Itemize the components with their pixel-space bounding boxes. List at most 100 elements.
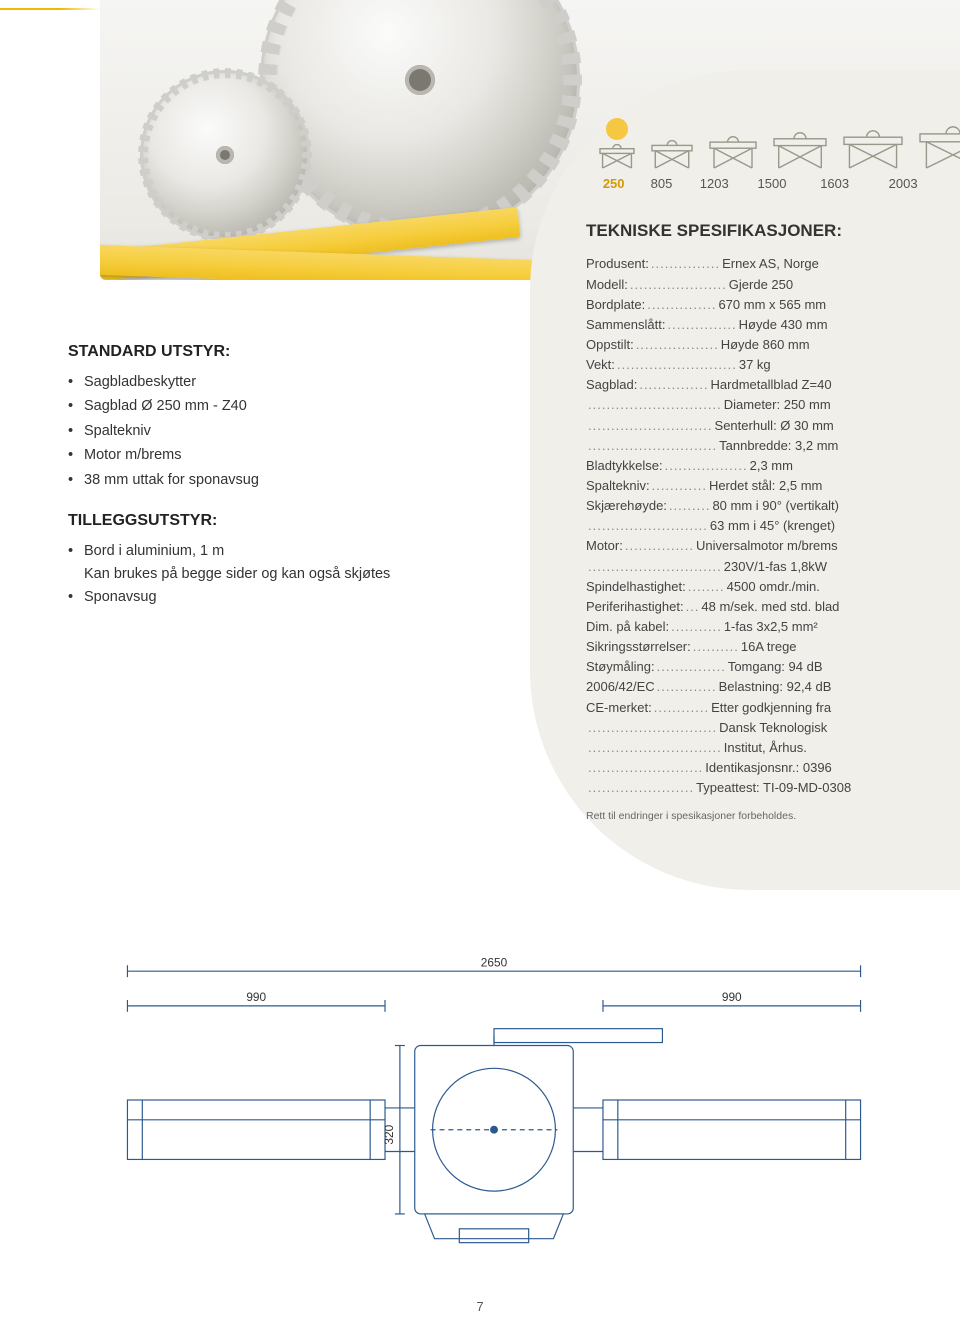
spec-row: Produsent:...............Ernex AS, Norge [586,254,932,274]
spec-label: Vekt: [586,355,615,375]
list-item: Spaltekniv [68,420,468,442]
spec-label: Bordplate: [586,295,645,315]
spec-row: .............................230V/1-fas … [586,557,932,577]
spec-row: .......................Typeattest: TI-09… [586,778,932,798]
spec-label: Spindelhastighet: [586,577,686,597]
spec-row: ............................Dansk Teknol… [586,718,932,738]
list-item: Sponavsug [68,586,468,608]
spec-label: Skjærehøyde: [586,496,667,516]
spec-panel: 2508051203150016032003 TEKNISKE SPESIFIK… [530,70,960,890]
spec-value: Belastning: 92,4 dB [719,677,832,697]
spec-row: 2006/42/EC.............Belastning: 92,4 … [586,677,932,697]
spec-value: Dansk Teknologisk [719,718,827,738]
spec-value: 48 m/sek. med std. blad [701,597,839,617]
spec-row: Bladtykkelse:..................2,3 mm [586,456,932,476]
spec-value: 16A trege [741,637,797,657]
spec-value: 670 mm x 565 mm [718,295,826,315]
left-column: STANDARD UTSTYR: SagbladbeskytterSagblad… [68,340,468,610]
list-item: Sagbladbeskytter [68,371,468,393]
spec-label: Produsent: [586,254,649,274]
spec-row: Oppstilt:..................Høyde 860 mm [586,335,932,355]
spec-row: Spaltekniv:............Herdet stål: 2,5 … [586,476,932,496]
spec-label: Modell: [586,275,628,295]
spec-label: Bladtykkelse: [586,456,663,476]
accessories-list: Bord i aluminium, 1 mKan brukes på begge… [68,540,468,608]
spec-label: Oppstilt: [586,335,634,355]
hero-accent-line [0,8,100,10]
spec-label: Dim. på kabel: [586,617,669,637]
size-icon [598,118,636,170]
spec-label: Sikringsstørrelser: [586,637,691,657]
list-item: Motor m/brems [68,444,468,466]
spec-row: Sammenslått:...............Høyde 430 mm [586,315,932,335]
spec-value: Etter godkjenning fra [711,698,831,718]
size-label: 1500 [749,174,795,194]
spec-value: Tannbredde: 3,2 mm [719,436,838,456]
spec-value: 80 mm i 90° (vertikalt) [712,496,839,516]
spec-row: Motor:...............Universalmotor m/br… [586,536,932,556]
size-label: 805 [643,174,679,194]
spec-value: Senterhull: Ø 30 mm [715,416,834,436]
spec-row: Dim. på kabel:...........1-fas 3x2,5 mm² [586,617,932,637]
spec-value: 1-fas 3x2,5 mm² [724,617,818,637]
size-icon [708,110,758,170]
spec-value: Ernex AS, Norge [722,254,819,274]
spec-label: 2006/42/EC [586,677,655,697]
spec-row: Vekt:..........................37 kg [586,355,932,375]
spec-row: Modell:.....................Gjerde 250 [586,275,932,295]
spec-label: Spaltekniv: [586,476,650,496]
spec-label: CE-merket: [586,698,652,718]
spec-label: Sagblad: [586,375,637,395]
spec-value: Institut, Århus. [724,738,807,758]
standard-equipment-list: SagbladbeskytterSagblad Ø 250 mm - Z40Sp… [68,371,468,491]
spec-row: .........................Identikasjonsnr… [586,758,932,778]
spec-row: Skjærehøyde:.........80 mm i 90° (vertik… [586,496,932,516]
spec-value: 230V/1-fas 1,8kW [724,557,827,577]
spec-row: Spindelhastighet:........4500 omdr./min. [586,577,932,597]
page-number: 7 [476,1299,483,1314]
list-item-sub: Kan brukes på begge sider og kan også sk… [68,563,468,585]
spec-row: .............................Diameter: 2… [586,395,932,415]
svg-text:990: 990 [246,990,266,1004]
spec-value: 2,3 mm [750,456,793,476]
size-labels: 2508051203150016032003 [598,174,932,194]
spec-row: Sagblad:...............Hardmetallblad Z=… [586,375,932,395]
spec-value: Tomgang: 94 dB [728,657,823,677]
size-icon [918,100,960,170]
spec-footnote: Rett til endringer i spesikasjoner forbe… [586,808,932,824]
spec-value: 4500 omdr./min. [727,577,820,597]
spec-row: Sikringsstørrelser:..........16A trege [586,637,932,657]
spec-value: 63 mm i 45° (krenget) [710,516,835,536]
list-item: Bord i aluminium, 1 m [68,540,468,562]
spec-value: Høyde 860 mm [721,335,810,355]
spec-row: CE-merket:............Etter godkjenning … [586,698,932,718]
size-label: 2003 [874,174,932,194]
technical-drawing: 2650 990 990 320 [68,950,920,1250]
size-icon-row [598,100,932,170]
list-item: 38 mm uttak for sponavsug [68,469,468,491]
spec-title: TEKNISKE SPESIFIKASJONER: [586,218,932,244]
spec-value: Typeattest: TI-09-MD-0308 [696,778,851,798]
active-dot-icon [606,118,628,140]
spec-value: 37 kg [739,355,771,375]
spec-row: Periferihastighet:...48 m/sek. med std. … [586,597,932,617]
accessories-heading: TILLEGGSUTSTYR: [68,509,468,534]
spec-label: Periferihastighet: [586,597,684,617]
size-icon [650,114,694,170]
svg-text:990: 990 [722,990,742,1004]
spec-list: Produsent:...............Ernex AS, Norge… [578,254,932,798]
standard-equipment-heading: STANDARD UTSTYR: [68,340,468,365]
size-icon [842,104,904,170]
spec-value: Herdet stål: 2,5 mm [709,476,822,496]
spec-label: Støymåling: [586,657,655,677]
spec-row: Bordplate:...............670 mm x 565 mm [586,295,932,315]
spec-value: Hardmetallblad Z=40 [711,375,832,395]
spec-row: Støymåling:...............Tomgang: 94 dB [586,657,932,677]
svg-text:320: 320 [382,1124,396,1144]
size-label: 250 [598,174,629,194]
spec-label: Motor: [586,536,623,556]
size-label: 1603 [809,174,860,194]
size-icon [772,106,828,170]
spec-row: .............................Institut, Å… [586,738,932,758]
svg-text:2650: 2650 [481,955,508,969]
